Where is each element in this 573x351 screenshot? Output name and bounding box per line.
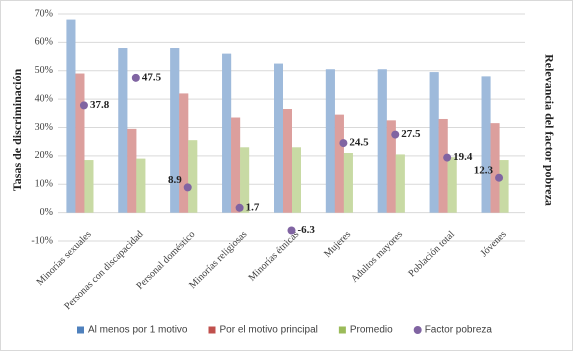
bar-texture (136, 158, 146, 213)
bar-texture (490, 123, 500, 213)
bar-texture (481, 76, 491, 213)
data-label: 24.5 (349, 137, 369, 149)
point (79, 101, 88, 110)
bar-texture (118, 48, 128, 213)
bar-texture (84, 160, 94, 213)
legend-swatch (208, 326, 216, 334)
y-tick-label: 10% (35, 179, 53, 190)
point (339, 139, 348, 148)
bar-texture (188, 140, 198, 213)
point (183, 183, 192, 192)
legend-swatch (338, 326, 346, 334)
bar-texture (66, 19, 76, 213)
data-label: 8.9 (168, 174, 182, 186)
bar-texture (447, 157, 457, 213)
bar-texture (274, 63, 283, 213)
bar-texture (75, 73, 85, 213)
bar-texture (386, 120, 396, 213)
x-tick-label: Minorías étnicas (247, 229, 302, 284)
y-tick-label: 60% (35, 37, 53, 48)
point (235, 203, 244, 212)
bar-texture (499, 160, 509, 213)
y-axis-title: Tasas de discriminación (10, 69, 24, 192)
bar-texture (240, 147, 250, 213)
y-tick-label: -10% (31, 235, 53, 246)
legend-label: Por el motivo principal (220, 325, 318, 336)
legend-swatch (413, 326, 422, 334)
data-label: 37.8 (90, 99, 110, 111)
bar-texture (231, 117, 241, 213)
point (391, 130, 400, 139)
y-tick-label: 50% (35, 65, 53, 76)
data-label: 19.4 (453, 151, 473, 163)
bar-texture (170, 48, 180, 213)
bar-texture (429, 72, 439, 213)
data-label: 1.7 (246, 201, 260, 213)
data-label: 47.5 (142, 71, 162, 83)
legend-swatch (77, 326, 84, 334)
bar-texture (283, 109, 292, 213)
bar-texture (343, 153, 353, 213)
x-tick-label: Población total (407, 229, 458, 280)
y-tick-label: 0% (40, 207, 53, 218)
point (131, 73, 140, 82)
bar-texture (222, 53, 232, 213)
bar-texture (377, 69, 387, 213)
point (495, 173, 504, 182)
bar-texture (334, 114, 344, 213)
x-tick-label: Adultos mayores (349, 229, 405, 285)
data-label: 27.5 (401, 128, 421, 140)
y-tick-label: 20% (35, 150, 53, 161)
data-label: 12.3 (474, 164, 494, 176)
point (287, 226, 296, 235)
data-label: -6.3 (298, 224, 316, 236)
x-tick-label: Jóvenes (479, 229, 509, 259)
x-tick-label: Minorías religiosas (187, 229, 249, 291)
point (443, 153, 452, 162)
legend-label: Al menos por 1 motivo (88, 325, 188, 336)
bar-texture (325, 69, 335, 213)
legend-label: Factor pobreza (425, 325, 493, 336)
x-tick-label: Mujeres (322, 229, 353, 260)
bar-texture (395, 154, 405, 213)
y-tick-label: 30% (35, 122, 53, 133)
bar-texture (127, 128, 137, 213)
y2-axis-title: Relevancia del factor pobreza (542, 54, 556, 206)
y-tick-label: 40% (35, 93, 53, 104)
bar-texture (179, 93, 189, 213)
bar-texture (438, 118, 448, 213)
y-tick-label: 70% (35, 8, 53, 19)
bar-texture (292, 147, 301, 213)
legend-label: Promedio (350, 325, 393, 336)
